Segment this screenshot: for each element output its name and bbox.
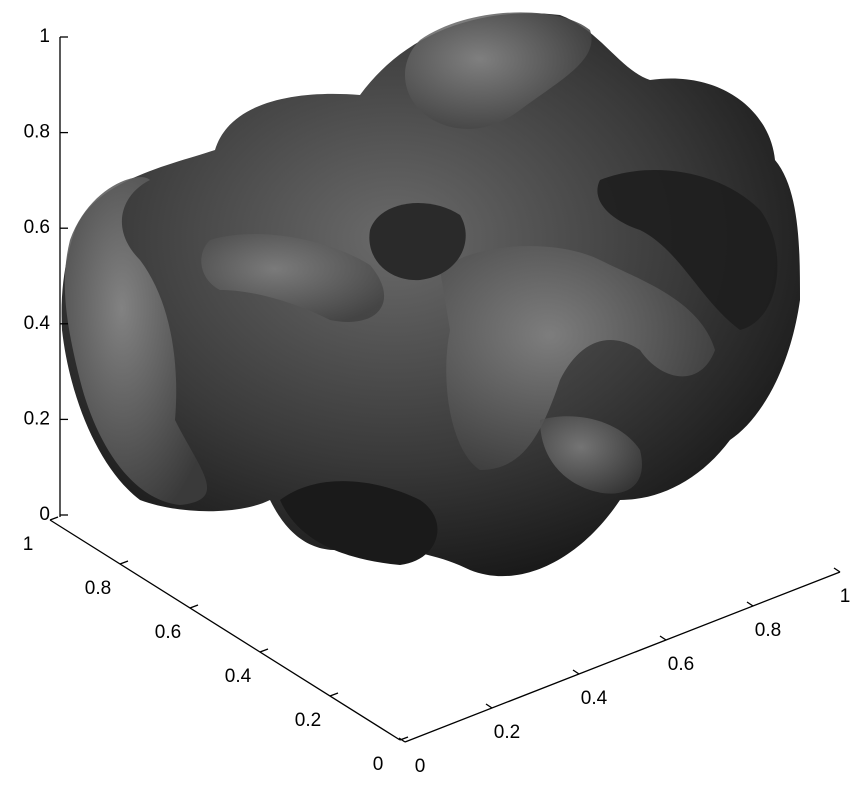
page: 00.20.40.60.8100.20.40.60.8100.20.40.60.… [0,0,865,787]
y-tick [120,561,128,564]
chart: 00.20.40.60.8100.20.40.60.8100.20.40.60.… [0,0,865,787]
x-tick [834,568,840,572]
z-tick-label: 0.4 [24,313,51,334]
y-tick-label: 0.8 [85,578,111,599]
x-tick [660,636,666,640]
x-tick-label: 0 [415,756,426,777]
y-tick [330,693,338,696]
y-tick [50,517,58,520]
z-tick-label: 0.6 [24,217,50,238]
z-tick-label: 1 [39,26,50,47]
x-tick [573,670,579,674]
y-tick-label: 0.6 [155,622,181,643]
z-tick-label: 0.2 [24,408,50,429]
y-tick-label: 1 [23,534,34,555]
x-tick-label: 0.8 [755,620,781,641]
x-tick-label: 0.4 [581,688,608,709]
x-tick [747,602,753,606]
x-tick-label: 0.2 [494,722,520,743]
z-tick-label: 0.8 [24,122,50,143]
y-tick-label: 0.2 [295,710,321,731]
isosurface [62,12,800,576]
y-tick [260,649,268,652]
x-tick [486,704,492,708]
y-tick-label: 0.4 [225,666,252,687]
z-tick-label: 0 [39,504,50,525]
y-tick [190,605,198,608]
y-tick-label: 0 [373,754,384,775]
x-tick-label: 1 [840,586,851,607]
x-axis-line [405,572,840,742]
x-tick-label: 0.6 [668,654,694,675]
